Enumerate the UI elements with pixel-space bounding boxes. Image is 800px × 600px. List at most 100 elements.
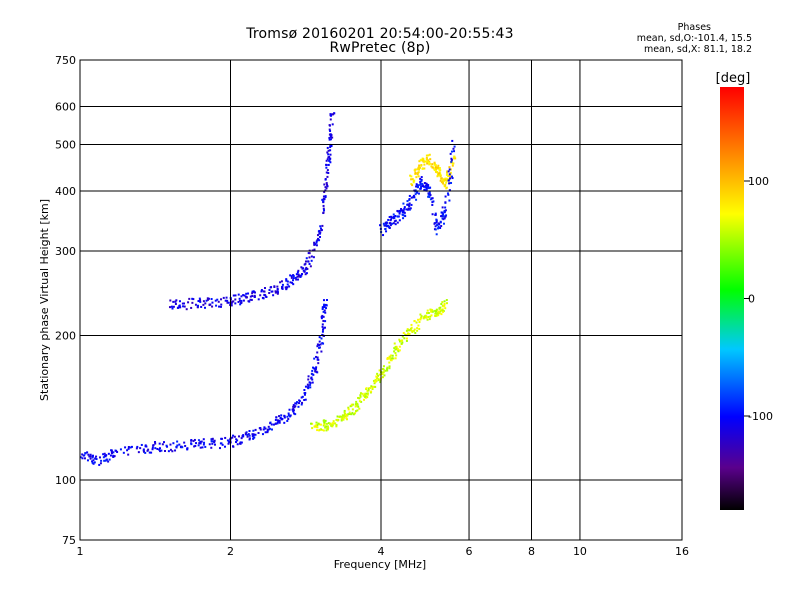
data-marker (382, 365, 385, 368)
y-tick-label: 400 (55, 185, 76, 198)
data-marker (402, 217, 405, 220)
data-marker (449, 175, 452, 178)
data-marker (412, 194, 415, 197)
data-marker (321, 342, 324, 345)
data-marker (226, 439, 229, 442)
data-marker (142, 450, 145, 453)
data-marker (327, 172, 330, 175)
data-marker (346, 418, 349, 421)
data-marker (274, 291, 277, 294)
data-marker (176, 306, 179, 309)
data-marker (331, 425, 334, 428)
data-marker (440, 181, 443, 184)
data-marker (320, 337, 323, 340)
data-marker (126, 449, 129, 452)
data-marker (210, 298, 213, 301)
data-marker (434, 166, 437, 169)
data-marker (272, 423, 275, 426)
data-marker (452, 147, 455, 150)
data-marker (98, 463, 101, 466)
data-marker (217, 300, 220, 303)
data-marker (410, 196, 413, 199)
data-marker (330, 136, 333, 139)
data-marker (390, 359, 393, 362)
data-marker (363, 398, 366, 401)
data-marker (394, 223, 397, 226)
data-marker (239, 303, 242, 306)
data-marker (437, 310, 440, 313)
data-marker (274, 290, 277, 293)
data-marker (381, 376, 384, 379)
data-marker (316, 424, 319, 427)
data-marker (93, 461, 96, 464)
data-marker (318, 239, 321, 242)
data-marker (388, 216, 391, 219)
data-marker (268, 427, 271, 430)
data-marker (193, 445, 196, 448)
data-marker (427, 185, 430, 188)
data-marker (220, 303, 223, 306)
data-marker (444, 195, 447, 198)
data-marker (323, 303, 326, 306)
data-marker (406, 208, 409, 211)
data-marker (403, 207, 406, 210)
data-marker (196, 305, 199, 308)
data-marker (440, 215, 443, 218)
data-marker (115, 449, 118, 452)
data-marker (200, 440, 203, 443)
data-marker (315, 241, 318, 244)
data-marker (328, 136, 331, 139)
data-marker (169, 448, 172, 451)
data-marker (211, 442, 214, 445)
data-marker (169, 299, 172, 302)
data-marker (327, 149, 330, 152)
data-marker (245, 296, 248, 299)
data-marker (232, 300, 235, 303)
data-marker (200, 305, 203, 308)
x-axis-ticks: 1 2 4 6 8 10 16 (77, 545, 690, 558)
data-marker (309, 265, 312, 268)
data-marker (439, 169, 442, 172)
data-marker (325, 166, 328, 169)
data-marker (410, 175, 413, 178)
x-tick-label: 16 (675, 545, 689, 558)
data-marker (425, 156, 428, 159)
data-marker (197, 304, 200, 307)
data-marker (359, 392, 362, 395)
data-marker (421, 167, 424, 170)
data-marker (310, 422, 313, 425)
data-marker (273, 285, 276, 288)
data-marker (322, 319, 325, 322)
chart-title: Tromsø 20160201 20:54:00-20:55:43 (246, 26, 514, 42)
data-marker (316, 371, 319, 374)
data-marker (401, 211, 404, 214)
data-marker (305, 257, 308, 260)
data-marker (321, 330, 324, 333)
data-marker (357, 405, 360, 408)
data-marker (427, 159, 430, 162)
data-marker (313, 248, 316, 251)
data-marker (441, 214, 444, 217)
data-marker (199, 300, 202, 303)
data-marker (415, 185, 418, 188)
data-marker (329, 133, 332, 136)
data-marker (81, 453, 84, 456)
data-marker (316, 429, 319, 432)
data-marker (409, 174, 412, 177)
data-marker (364, 392, 367, 395)
data-marker (322, 310, 325, 313)
data-marker (274, 418, 277, 421)
data-marker (364, 393, 367, 396)
data-marker (311, 249, 314, 252)
data-marker (449, 152, 452, 155)
data-marker (112, 454, 115, 457)
data-marker (100, 459, 103, 462)
data-marker (413, 320, 416, 323)
data-marker (346, 414, 349, 417)
data-marker (416, 329, 419, 332)
data-marker (416, 185, 419, 188)
data-marker (406, 328, 409, 331)
data-marker (360, 400, 363, 403)
data-marker (420, 185, 423, 188)
data-marker (311, 373, 314, 376)
